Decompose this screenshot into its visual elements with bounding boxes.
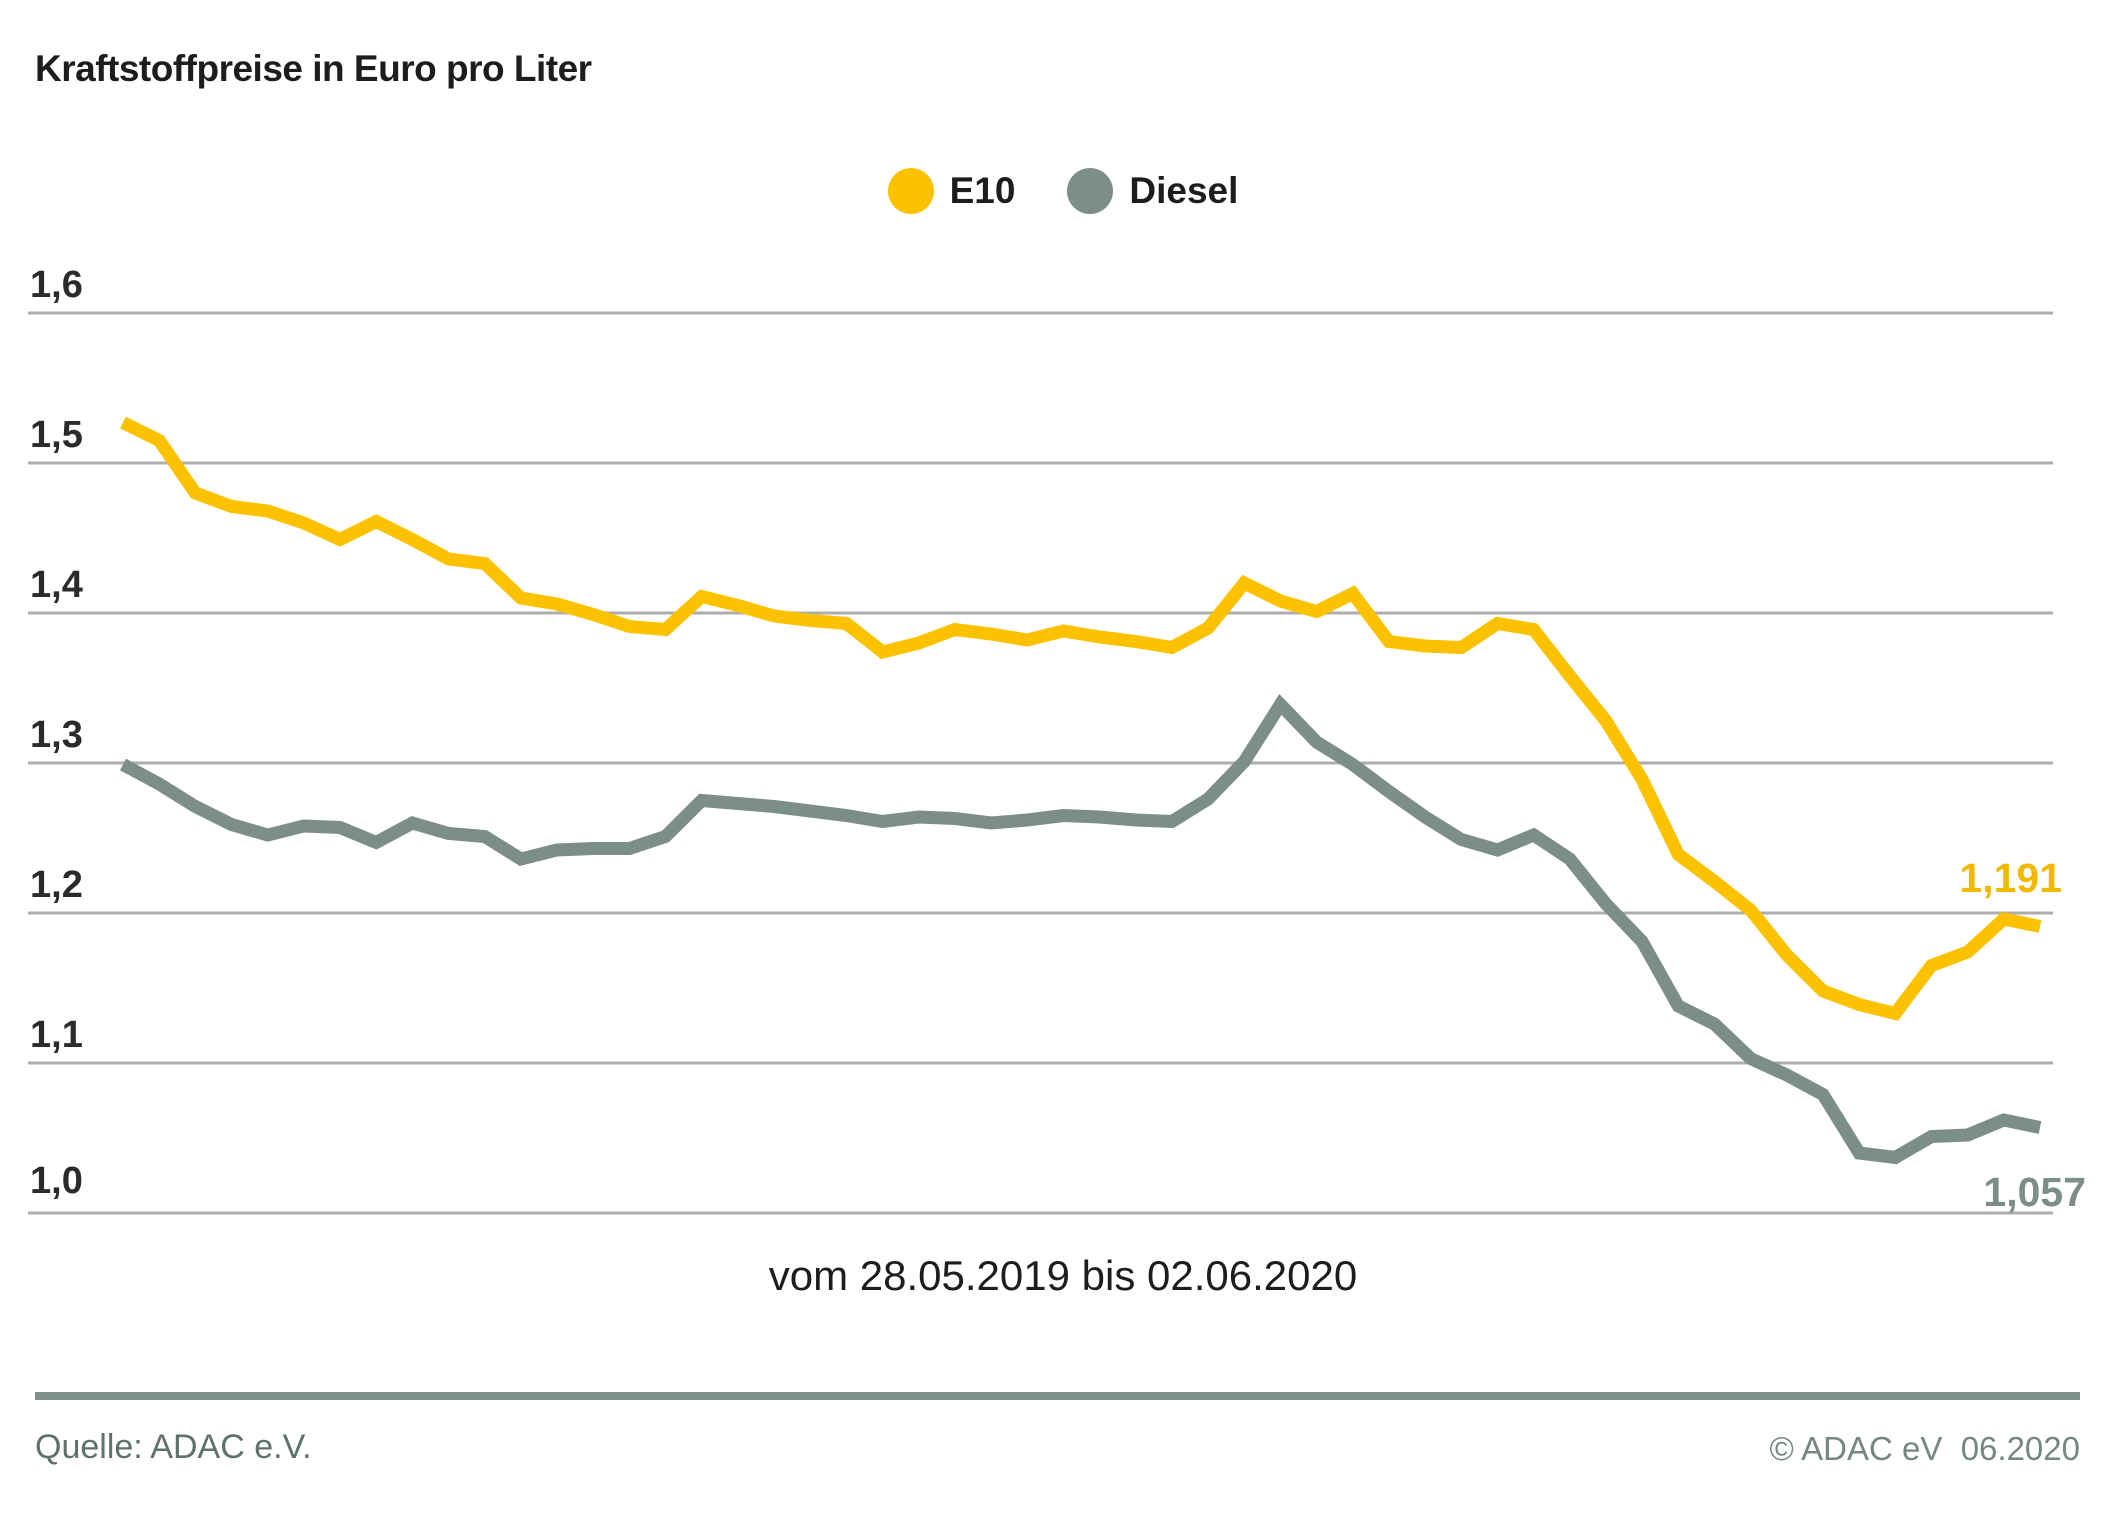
legend-item-e10: E10 (887, 168, 1016, 214)
diesel-price-line (119, 694, 2042, 1165)
e10-dot-icon (887, 168, 934, 214)
footer-copyright-text: © ADAC eV 06.2020 (1769, 1430, 2080, 1467)
y-tick-1-2: 1,2 (30, 864, 83, 906)
footer-divider (35, 1392, 2080, 1400)
chart-legend: E10 Diesel (0, 168, 2126, 214)
y-tick-1-1: 1,1 (30, 1014, 83, 1056)
legend-item-diesel: Diesel (1067, 168, 1238, 214)
y-tick-1-5: 1,5 (30, 414, 83, 456)
y-tick-1-4: 1,4 (30, 564, 83, 606)
x-axis-caption: vom 28.05.2019 bis 02.06.2020 (768, 1252, 1358, 1299)
y-tick-1-6: 1,6 (30, 264, 83, 306)
legend-label-diesel: Diesel (1129, 170, 1239, 211)
e10-end-value-label: 1,191 (1959, 855, 2062, 901)
footer-source-text: Quelle: ADAC e.V. (35, 1428, 312, 1466)
diesel-end-value-label: 1,057 (1983, 1169, 2086, 1215)
y-tick-1-3: 1,3 (30, 714, 83, 756)
page-title: Kraftstoffpreise in Euro pro Liter (35, 48, 592, 89)
diesel-dot-icon (1067, 168, 1114, 214)
legend-label-e10: E10 (949, 170, 1016, 211)
y-tick-1-0: 1,0 (30, 1160, 83, 1202)
e10-price-line (120, 416, 2042, 1021)
